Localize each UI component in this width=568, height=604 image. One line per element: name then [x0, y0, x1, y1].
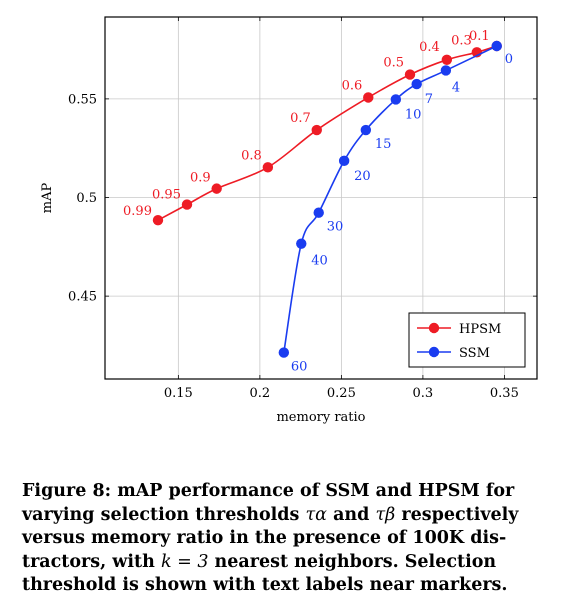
- series-group: [153, 41, 502, 358]
- ssm-marker: [391, 94, 401, 104]
- caption-k-equation: k = 3: [161, 552, 209, 572]
- ssm-point-label: 7: [425, 92, 433, 107]
- chart: 0.15 0.2 0.25 0.3 0.35 0.45 0.5 0.55 0.990.95 0.…: [0, 0, 568, 470]
- hpsm-marker: [182, 199, 192, 209]
- ssm-point-label: 30: [327, 220, 344, 235]
- hpsm-point-label: 0.7: [290, 111, 311, 126]
- y-axis-title: mAP: [40, 183, 55, 214]
- hpsm-marker: [442, 55, 452, 65]
- caption-line-2c: respectively: [395, 505, 518, 525]
- hpsm-point-label: 0.95: [152, 188, 181, 203]
- hpsm-marker: [312, 125, 322, 135]
- ssm-marker: [339, 156, 349, 166]
- ssm-marker: [361, 125, 371, 135]
- caption-line-2a: varying selection thresholds: [22, 505, 305, 525]
- legend-ssm-marker: [429, 347, 439, 357]
- caption-tau-beta: τβ: [375, 505, 395, 525]
- ssm-line: [284, 46, 497, 353]
- caption-line-2b: and: [327, 505, 375, 525]
- ssm-point-label: 40: [311, 254, 328, 269]
- x-axis-title: memory ratio: [276, 410, 365, 425]
- hpsm-point-label: 0.1: [469, 29, 490, 44]
- y-tick-label: 0.45: [68, 290, 97, 305]
- ssm-marker: [411, 79, 421, 89]
- legend-hpsm-label: HPSM: [459, 322, 501, 337]
- caption-line-1: Figure 8: mAP performance of SSM and HPS…: [22, 481, 514, 501]
- ssm-marker: [441, 65, 451, 75]
- ssm-marker: [314, 207, 324, 217]
- hpsm-point-label: 0.6: [342, 78, 363, 93]
- caption-line-3: versus memory ratio in the presence of 1…: [22, 528, 506, 548]
- ssm-point-label: 60: [291, 360, 308, 375]
- hpsm-marker: [153, 215, 163, 225]
- hpsm-marker: [405, 69, 415, 79]
- x-tick-label: 0.35: [490, 386, 519, 401]
- hpsm-marker: [263, 162, 273, 172]
- ssm-marker: [492, 41, 502, 51]
- ssm-marker: [296, 238, 306, 248]
- x-tick-label: 0.3: [413, 386, 434, 401]
- ssm-point-label: 15: [375, 137, 392, 152]
- caption-tau-alpha: τα: [305, 505, 327, 525]
- caption-line-5: threshold is shown with text labels near…: [22, 575, 508, 595]
- y-tick-label: 0.5: [76, 191, 97, 206]
- ssm-point-label: 0: [505, 52, 513, 67]
- x-tick-label: 0.25: [327, 386, 356, 401]
- hpsm-point-label: 0.4: [419, 40, 440, 55]
- legend-ssm-label: SSM: [459, 346, 490, 361]
- ssm-marker: [279, 347, 289, 357]
- ssm-point-label: 10: [405, 107, 422, 122]
- hpsm-point-label: 0.99: [123, 204, 152, 219]
- legend-hpsm-marker: [429, 323, 439, 333]
- hpsm-marker: [211, 183, 221, 193]
- x-tick-label: 0.2: [250, 386, 271, 401]
- caption-line-4b: nearest neighbors. Selection: [208, 552, 496, 572]
- y-tick-label: 0.55: [68, 92, 97, 107]
- hpsm-point-label: 0.9: [190, 171, 211, 186]
- x-tick-label: 0.15: [164, 386, 193, 401]
- figure-caption: Figure 8: mAP performance of SSM and HPS…: [22, 480, 552, 598]
- ssm-point-label: 4: [452, 80, 460, 95]
- ssm-point-label: 20: [354, 169, 371, 184]
- legend: HPSM SSM: [409, 313, 525, 367]
- hpsm-marker: [363, 92, 373, 102]
- hpsm-point-label: 0.5: [383, 56, 404, 71]
- hpsm-point-label: 0.8: [241, 148, 262, 163]
- caption-line-4a: tractors, with: [22, 552, 161, 572]
